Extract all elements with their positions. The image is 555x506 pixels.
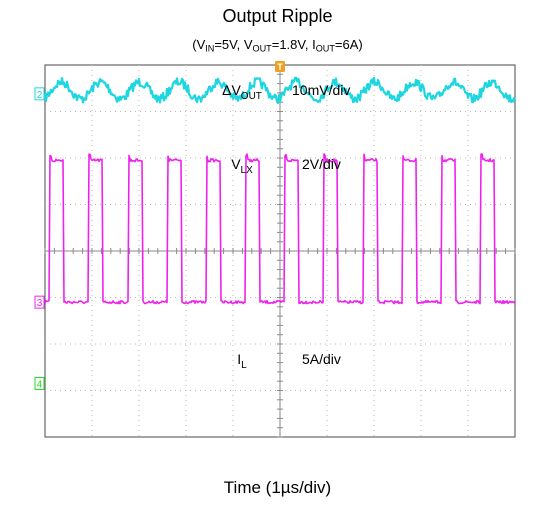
series-scale-label: 5A/div [302,351,341,367]
channel-ground-marker [34,87,45,101]
series-name-label: ΔVOUT [222,82,262,102]
x-axis-label: Time (1µs/div) [223,478,332,497]
series-scale-label: 10mV/div [292,82,350,98]
channel-ground-marker [34,295,45,309]
series-trace-1 [43,76,517,105]
series-scale-label: 2V/div [302,156,341,172]
chart-title: Output Ripple [222,6,333,26]
series-name-label: VLX [231,156,253,176]
trigger-marker-label: T [277,62,283,72]
channel-ground-marker-label: 3 [37,298,43,309]
channel-ground-marker-label: 4 [37,380,43,391]
channel-ground-marker [34,377,45,391]
chart-subtitle: (VIN=5V, VOUT=1.8V, IOUT=6A) [192,37,363,54]
series-name-label: IL [237,351,247,371]
series-trace-2 [44,153,516,305]
trigger-marker [275,61,285,72]
channel-ground-marker-label: 2 [37,90,43,101]
